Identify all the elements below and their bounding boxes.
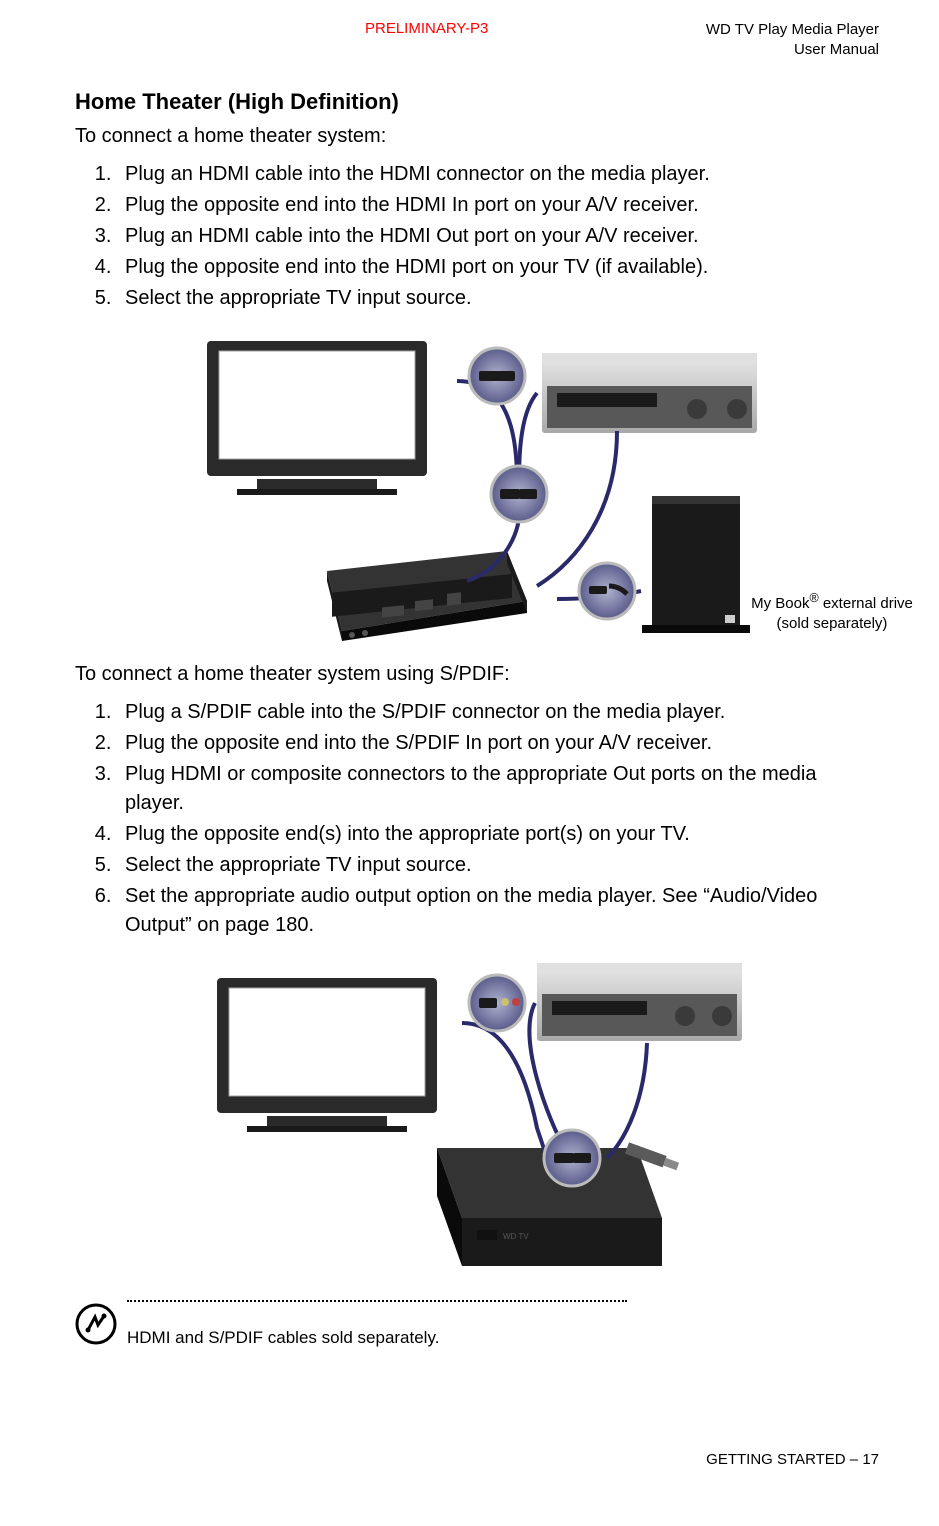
step-item: Plug an HDMI cable into the HDMI connect… <box>117 160 879 189</box>
step-item: Plug the opposite end(s) into the approp… <box>117 820 879 849</box>
diagram-caption-1: My Book® external drive (sold separately… <box>742 590 922 633</box>
note-row: HDMI and S/PDIF cables sold separately. <box>75 1300 879 1348</box>
intro-text-2: To connect a home theater system using S… <box>75 663 879 686</box>
note-icon <box>75 1303 117 1345</box>
footer-sep: – <box>846 1451 863 1468</box>
page-header: PRELIMINARY-P3 WD TV Play Media Player U… <box>75 20 879 59</box>
step-item: Plug the opposite end into the S/PDIF In… <box>117 729 879 758</box>
step-item: Select the appropriate TV input source. <box>117 284 879 313</box>
preliminary-label: PRELIMINARY-P3 <box>365 20 488 37</box>
caption-note: (sold separately) <box>777 615 888 632</box>
svg-text:WD TV: WD TV <box>503 1232 529 1241</box>
steps-list-2: Plug a S/PDIF cable into the S/PDIF conn… <box>75 698 879 940</box>
step-item: Select the appropriate TV input source. <box>117 851 879 880</box>
footer-section: GETTING STARTED <box>706 1451 845 1468</box>
step-item: Plug HDMI or composite connectors to the… <box>117 760 879 818</box>
footer-page-number: 17 <box>862 1451 879 1468</box>
doc-title-block: WD TV Play Media Player User Manual <box>706 20 879 59</box>
note-text: HDMI and S/PDIF cables sold separately. <box>127 1328 879 1348</box>
caption-product: My Book <box>751 595 809 612</box>
step-item: Plug the opposite end into the HDMI port… <box>117 253 879 282</box>
step-item: Plug a S/PDIF cable into the S/PDIF conn… <box>117 698 879 727</box>
note-divider <box>127 1300 627 1302</box>
intro-text-1: To connect a home theater system: <box>75 125 879 148</box>
caption-suffix: external drive <box>819 595 913 612</box>
doc-title-line2: User Manual <box>706 40 879 60</box>
steps-list-1: Plug an HDMI cable into the HDMI connect… <box>75 160 879 313</box>
step-item: Set the appropriate audio output option … <box>117 882 879 940</box>
step-item: Plug an HDMI cable into the HDMI Out por… <box>117 222 879 251</box>
step-item: Plug the opposite end into the HDMI In p… <box>117 191 879 220</box>
connection-diagram-1: My Book® external drive (sold separately… <box>197 331 757 641</box>
section-title: Home Theater (High Definition) <box>75 89 879 115</box>
doc-title-line1: WD TV Play Media Player <box>706 20 879 40</box>
connection-diagram-2: WD TV <box>207 958 747 1278</box>
page-footer: GETTING STARTED – 17 <box>706 1451 879 1468</box>
